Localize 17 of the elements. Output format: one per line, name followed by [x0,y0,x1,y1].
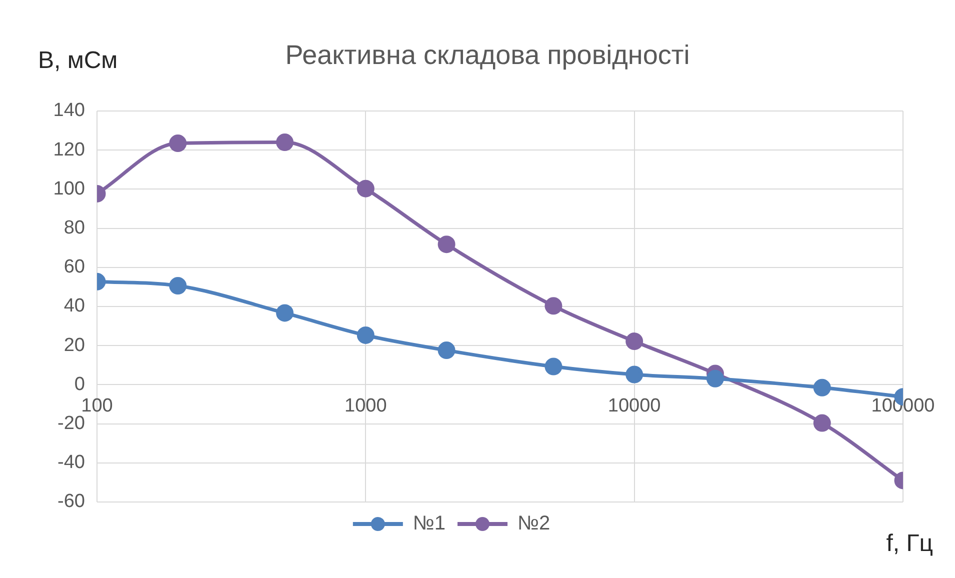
legend-label: №1 [412,512,446,535]
y-tick-label: 140 [53,100,85,122]
y-tick-label: 20 [64,334,85,356]
y-tick-label: 100 [53,178,85,200]
legend-label: №2 [518,512,550,535]
y-tick-label: -40 [58,452,85,474]
y-axis-title: B, мСм [38,47,118,75]
y-tick-label: 60 [64,256,85,278]
y-tick-label: -60 [58,491,85,512]
x-axis-title: f, Гц [886,530,933,558]
x-tick-label: 10000 [608,395,661,416]
y-tick-label: 120 [53,139,85,160]
chart-title: Реактивна складова провідності [285,40,690,70]
y-tick-label: 80 [64,218,85,239]
y-tick-label: 40 [64,296,85,317]
x-tick-label: 1000 [344,395,387,416]
y-tick-label: 0 [74,374,85,395]
